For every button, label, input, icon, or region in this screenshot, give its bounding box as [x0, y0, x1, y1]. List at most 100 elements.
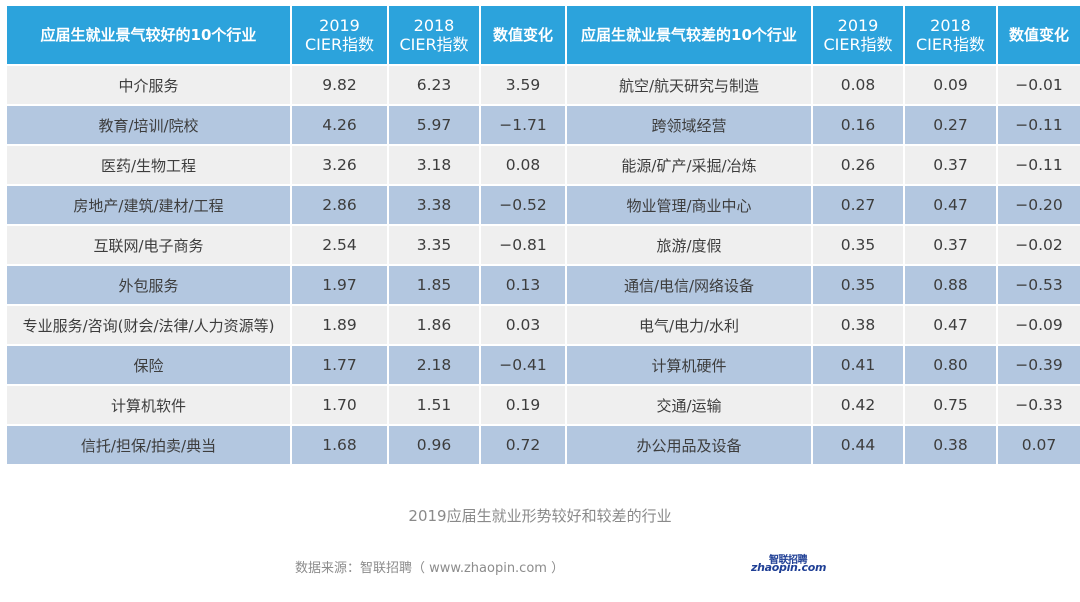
bad-industry-cell: 航空/航天研究与制造	[565, 64, 813, 106]
good-industry-cell: 医药/生物工程	[5, 144, 292, 186]
header-year: 2018	[930, 16, 971, 35]
bad-change-value: −0.39	[996, 344, 1080, 386]
bad-industry-cell: 跨领域经营	[565, 104, 813, 146]
good-2019-value: 1.68	[290, 424, 389, 466]
good-2018-value: 1.86	[387, 304, 481, 346]
header-year: 2019	[837, 16, 879, 35]
bad-2018-value: 0.47	[903, 184, 998, 226]
logo-cn-text: 智联招聘	[769, 555, 808, 566]
bad-2019-value: 0.42	[811, 384, 905, 426]
good-2019-value: 1.70	[290, 384, 389, 426]
good-2019-value: 1.77	[290, 344, 389, 386]
header-good-2019-cier: 2019 CIER指数	[290, 4, 389, 66]
good-change-value: 3.59	[479, 64, 567, 106]
good-change-value: −1.71	[479, 104, 567, 146]
bad-2019-value: 0.08	[811, 64, 905, 106]
bad-2018-value: 0.37	[903, 224, 998, 266]
bad-2019-value: 0.26	[811, 144, 905, 186]
good-industry-cell: 中介服务	[5, 64, 292, 106]
header-label: CIER指数	[304, 35, 375, 54]
header-year: 2019	[319, 16, 360, 35]
bad-2018-value: 0.88	[903, 264, 998, 306]
good-industry-cell: 信托/担保/拍卖/典当	[5, 424, 292, 466]
good-change-value: −0.81	[479, 224, 567, 266]
bad-change-value: −0.01	[996, 64, 1080, 106]
good-industry-cell: 教育/培训/院校	[5, 104, 292, 146]
good-industry-cell: 计算机软件	[5, 384, 292, 426]
good-industry-cell: 专业服务/咨询(财会/法律/人力资源等)	[5, 304, 292, 346]
table-row: 计算机软件 1.70 1.51 0.19 交通/运输 0.42 0.75 −0.33	[5, 384, 1080, 426]
table-row: 外包服务 1.97 1.85 0.13 通信/电信/网络设备 0.35 0.88 −0.53	[5, 264, 1080, 306]
bad-change-value: −0.09	[996, 304, 1080, 346]
bad-change-value: −0.33	[996, 384, 1080, 426]
bad-industry-cell: 交通/运输	[565, 384, 813, 426]
good-2018-value: 5.97	[387, 104, 481, 146]
bad-industry-cell: 旅游/度假	[565, 224, 813, 266]
bad-2019-value: 0.16	[811, 104, 905, 146]
bad-industry-cell: 办公用品及设备	[565, 424, 813, 466]
good-2019-value: 9.82	[290, 64, 389, 106]
table-row: 互联网/电子商务 2.54 3.35 −0.81 旅游/度假 0.35 0.37 −0.02	[5, 224, 1080, 266]
table-row: 保险 1.77 2.18 −0.41 计算机硬件 0.41 0.80 −0.39	[5, 344, 1080, 386]
bad-2018-value: 0.75	[903, 384, 998, 426]
bad-industry-cell: 物业管理/商业中心	[565, 184, 813, 226]
header-good-2018-cier: 2018 CIER指数	[387, 4, 481, 66]
header-label: CIER指数	[823, 35, 893, 54]
table-row: 信托/担保/拍卖/典当 1.68 0.96 0.72 办公用品及设备 0.44 0.38 0.…	[5, 424, 1080, 466]
bad-change-value: −0.20	[996, 184, 1080, 226]
data-source: 数据来源：智联招聘（ www.zhaopin.com ）	[295, 561, 565, 576]
bad-2019-value: 0.35	[811, 264, 905, 306]
bad-2019-value: 0.44	[811, 424, 905, 466]
good-2018-value: 2.18	[387, 344, 481, 386]
good-change-value: 0.03	[479, 304, 567, 346]
table-caption: 2019应届生就业形势较好和较差的行业	[408, 507, 672, 525]
zhaopin-logo: 智联招聘 zhaopin.com	[751, 551, 826, 575]
bad-change-value: −0.53	[996, 264, 1080, 306]
header-bad-2018-cier: 2018 CIER指数	[903, 4, 998, 66]
good-2019-value: 4.26	[290, 104, 389, 146]
table-row: 医药/生物工程 3.26 3.18 0.08 能源/矿产/采掘/冶炼 0.26 0.37 −0…	[5, 144, 1080, 186]
good-2018-value: 1.85	[387, 264, 481, 306]
good-2018-value: 6.23	[387, 64, 481, 106]
good-2018-value: 3.38	[387, 184, 481, 226]
table-header-row: 应届生就业景气较好的10个行业 2019 CIER指数 2018 CIER指数 …	[5, 4, 1080, 66]
table-row: 房地产/建筑/建材/工程 2.86 3.38 −0.52 物业管理/商业中心 0.27 0.…	[5, 184, 1080, 226]
header-label: CIER指数	[915, 35, 986, 54]
good-change-value: 0.13	[479, 264, 567, 306]
header-bad-2019-cier: 2019 CIER指数	[811, 4, 905, 66]
bad-change-value: 0.07	[996, 424, 1080, 466]
bad-2019-value: 0.38	[811, 304, 905, 346]
table-body: 中介服务 9.82 6.23 3.59 航空/航天研究与制造 0.08 0.09 −0.01 教…	[5, 64, 1080, 466]
good-industry-cell: 互联网/电子商务	[5, 224, 292, 266]
logo-en-text: zhaopin.com	[751, 561, 827, 574]
bad-2019-value: 0.27	[811, 184, 905, 226]
good-change-value: −0.41	[479, 344, 567, 386]
good-industry-cell: 保险	[5, 344, 292, 386]
good-industry-cell: 房地产/建筑/建材/工程	[5, 184, 292, 226]
header-year: 2018	[413, 16, 455, 35]
good-2018-value: 0.96	[387, 424, 481, 466]
table-row: 教育/培训/院校 4.26 5.97 −1.71 跨领域经营 0.16 0.27 −0.11	[5, 104, 1080, 146]
bad-change-value: −0.11	[996, 104, 1080, 146]
header-bad-industries: 应届生就业景气较差的10个行业	[565, 4, 813, 66]
good-change-value: −0.52	[479, 184, 567, 226]
header-good-change: 数值变化	[479, 4, 567, 66]
good-2019-value: 1.89	[290, 304, 389, 346]
bad-industry-cell: 通信/电信/网络设备	[565, 264, 813, 306]
header-bad-change: 数值变化	[996, 4, 1080, 66]
good-change-value: 0.19	[479, 384, 567, 426]
good-change-value: 0.08	[479, 144, 567, 186]
good-2018-value: 3.35	[387, 224, 481, 266]
good-industry-cell: 外包服务	[5, 264, 292, 306]
bad-2019-value: 0.35	[811, 224, 905, 266]
bad-2018-value: 0.37	[903, 144, 998, 186]
table-row: 中介服务 9.82 6.23 3.59 航空/航天研究与制造 0.08 0.09 −0.01	[5, 64, 1080, 106]
bad-2018-value: 0.47	[903, 304, 998, 346]
header-label: CIER指数	[399, 35, 469, 54]
bad-2018-value: 0.27	[903, 104, 998, 146]
bad-2018-value: 0.80	[903, 344, 998, 386]
bad-change-value: −0.02	[996, 224, 1080, 266]
good-2019-value: 3.26	[290, 144, 389, 186]
bad-industry-cell: 计算机硬件	[565, 344, 813, 386]
good-2019-value: 1.97	[290, 264, 389, 306]
